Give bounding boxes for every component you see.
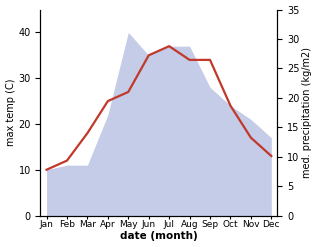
Y-axis label: max temp (C): max temp (C) [5, 79, 16, 146]
X-axis label: date (month): date (month) [120, 231, 198, 242]
Y-axis label: med. precipitation (kg/m2): med. precipitation (kg/m2) [302, 47, 313, 178]
